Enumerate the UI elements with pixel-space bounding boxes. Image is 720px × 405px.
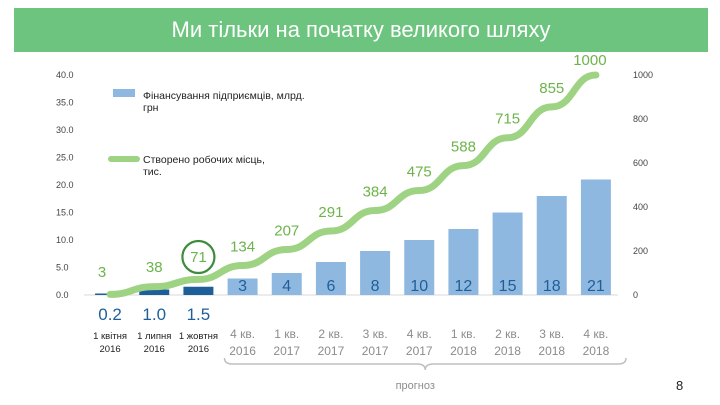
bar-1	[139, 289, 170, 295]
legend-line-label-line1: Створено робочих місць,	[143, 154, 265, 166]
category-label-4-line1: 1 кв.	[274, 327, 299, 341]
jobs-series-line	[106, 71, 600, 298]
forecast-label: прогноз	[396, 380, 435, 392]
line-label-0: 3	[98, 264, 106, 281]
legend-bars-label-line2: грн	[143, 102, 159, 114]
line-label-11: 1000	[573, 52, 606, 69]
bar-label-6: 8	[371, 278, 380, 295]
category-label-2-line1: 1 жовтня	[179, 331, 218, 342]
category-label-3-line1: 4 кв.	[230, 327, 255, 341]
category-label-11-line1: 4 кв.	[583, 327, 608, 341]
bar-5	[315, 262, 346, 295]
category-label-1-line2: 2016	[144, 344, 165, 355]
category-label-0-line2: 2016	[100, 344, 121, 355]
bar-label-1: 1.0	[142, 305, 166, 324]
y-left-tick-label: 35.0	[56, 98, 74, 108]
category-label-6-line2: 2017	[362, 344, 389, 358]
bar-label-4: 4	[282, 278, 291, 295]
y-left-tick-label: 15.0	[56, 208, 74, 218]
y-left-tick-label: 10.0	[56, 235, 74, 245]
bar-label-5: 6	[326, 278, 335, 295]
bar-label-11: 21	[587, 278, 605, 295]
legend-swatch-bars	[113, 89, 135, 97]
line-label-3: 134	[230, 239, 255, 256]
category-label-10-line1: 3 кв.	[539, 327, 564, 341]
bar-4	[271, 273, 302, 295]
bar-label-2: 1.5	[187, 305, 211, 324]
legend-line-label-line2: тис.	[143, 166, 162, 178]
category-label-5-line1: 2 кв.	[318, 327, 343, 341]
category-label-7-line1: 4 кв.	[407, 327, 432, 341]
y-left-tick-label: 25.0	[56, 153, 74, 163]
line-label-10: 855	[539, 80, 564, 97]
y-right-tick-label: 800	[633, 114, 648, 124]
category-label-11-line2: 2018	[583, 344, 610, 358]
y-left-tick-label: 40.0	[56, 70, 74, 80]
category-label-3-line2: 2016	[229, 344, 256, 358]
category-label-7-line2: 2017	[406, 344, 433, 358]
bar-9	[492, 212, 523, 295]
y-left-tick-label: 20.0	[56, 180, 74, 190]
category-label-10-line2: 2018	[538, 344, 565, 358]
bar-label-8: 12	[455, 278, 473, 295]
category-label-4-line2: 2017	[273, 344, 300, 358]
y-right-tick-label: 200	[633, 246, 648, 256]
bar-label-10: 18	[543, 278, 561, 295]
y-left-tick-label: 30.0	[56, 125, 74, 135]
line-label-5: 291	[318, 204, 343, 221]
highlight-circle	[181, 239, 216, 275]
line-label-1: 38	[146, 259, 163, 276]
bar-2	[183, 286, 214, 295]
category-label-8-line2: 2018	[450, 344, 477, 358]
y-right-tick-label: 600	[633, 158, 648, 168]
category-label-2-line2: 2016	[188, 344, 209, 355]
bar-10	[536, 196, 567, 295]
page-number: 8	[676, 378, 684, 393]
line-label-2: 71	[190, 249, 207, 266]
category-label-8-line1: 1 кв.	[451, 327, 476, 341]
line-label-7: 475	[407, 164, 432, 181]
category-label-6-line1: 3 кв.	[363, 327, 388, 341]
y-left-tick-label: 0.0	[56, 290, 69, 300]
bar-3	[227, 278, 258, 295]
line-label-6: 384	[363, 184, 388, 201]
category-label-9-line1: 2 кв.	[495, 327, 520, 341]
title-banner: Ми тільки на початку великого шляху	[14, 8, 708, 52]
y-right-tick-label: 400	[633, 202, 648, 212]
category-label-0-line1: 1 квітня	[93, 331, 127, 342]
page-title: Ми тільки на початку великого шляху	[171, 17, 551, 42]
bar-11	[580, 179, 611, 295]
line-label-9: 715	[495, 111, 520, 128]
category-label-1-line1: 1 липня	[137, 331, 171, 342]
category-label-9-line2: 2018	[494, 344, 521, 358]
y-right-tick-label: 0	[633, 290, 638, 300]
bar-6	[360, 251, 391, 295]
bar-label-0: 0.2	[98, 305, 122, 324]
category-label-5-line2: 2017	[318, 344, 345, 358]
forecast-bracket	[223, 357, 627, 371]
bar-label-7: 10	[410, 278, 428, 295]
legend-bars-label-line1: Фінансування підприємців, млрд.	[143, 90, 305, 102]
line-label-8: 588	[451, 139, 476, 156]
bar-label-3: 3	[238, 278, 247, 295]
bar-8	[448, 229, 479, 295]
bar-7	[404, 240, 435, 295]
y-left-tick-label: 5.0	[56, 263, 69, 273]
bar-label-9: 15	[499, 278, 517, 295]
y-right-tick-label: 1000	[633, 70, 653, 80]
line-label-4: 207	[274, 222, 299, 239]
